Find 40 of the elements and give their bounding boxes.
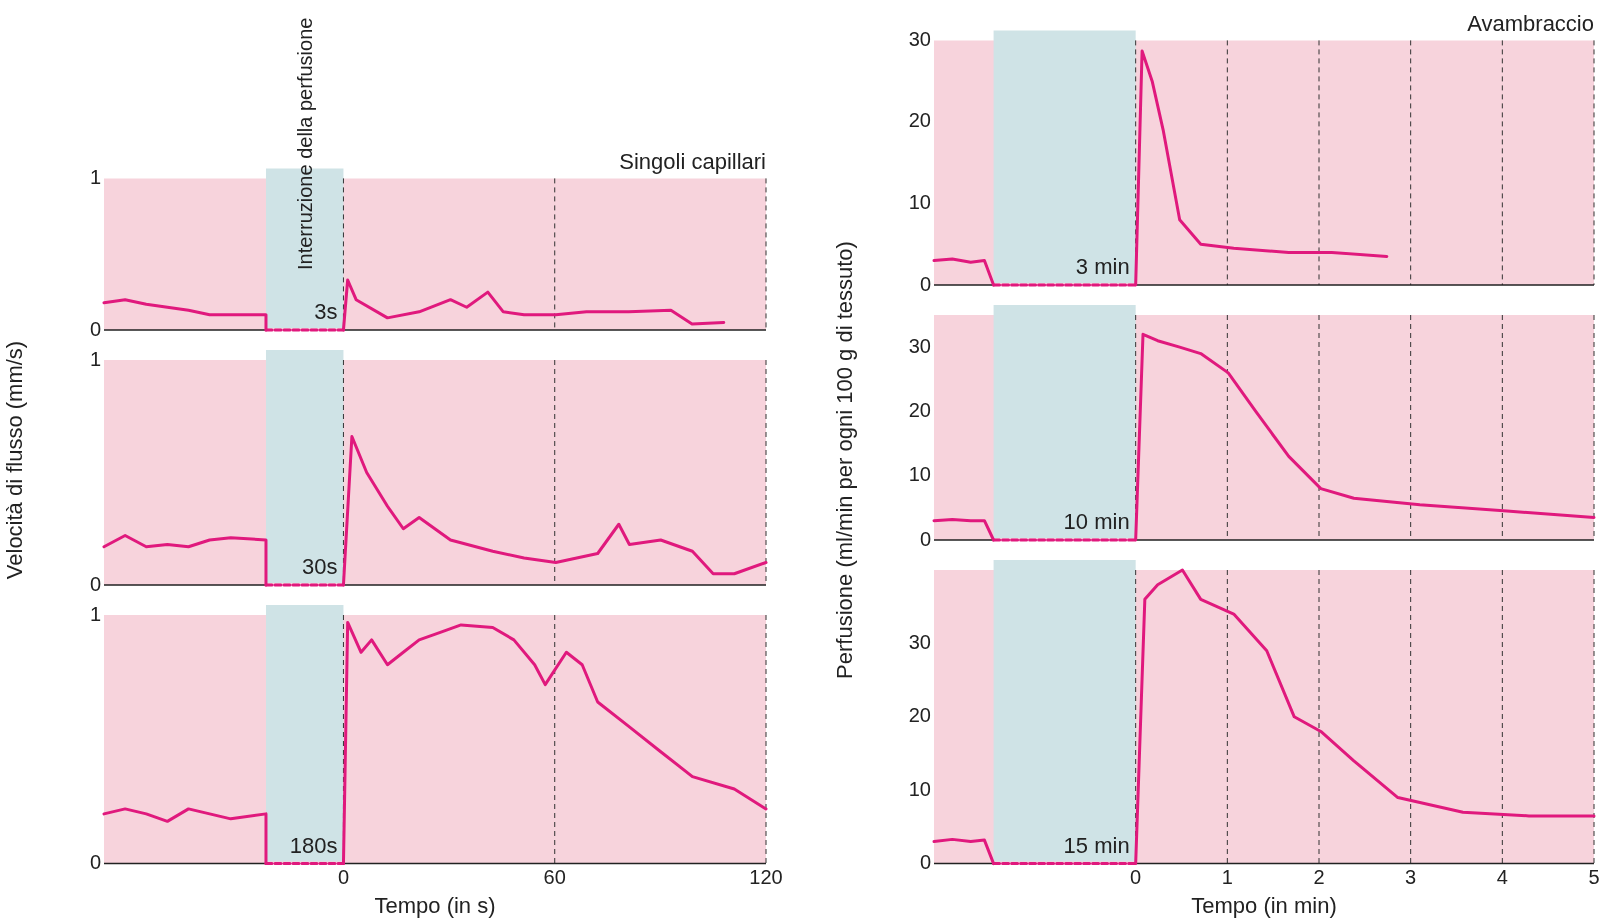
annotation: 30s: [301, 554, 338, 580]
y-tick-label: 1: [89, 347, 101, 370]
y-tick-label: 20: [908, 109, 931, 132]
x-axis-title: Tempo (in min): [1191, 892, 1337, 918]
y-tick-label: 10: [908, 777, 931, 800]
x-tick-label: 0: [1130, 866, 1142, 889]
y-tick-label: 1: [89, 602, 101, 625]
y-tick-label: 20: [908, 704, 931, 727]
x-tick-label: 3: [1405, 866, 1417, 889]
y-tick-label: 0: [919, 527, 931, 550]
annotation: 10 min: [1063, 509, 1130, 535]
y-tick-label: 10: [908, 463, 931, 486]
y-tick-label: 0: [89, 317, 101, 340]
x-tick-label: 5: [1588, 866, 1600, 889]
y-axis-title: Velocità di flusso (mm/s): [2, 340, 28, 580]
y-tick-label: 0: [919, 272, 931, 295]
chart-title: Avambraccio: [1467, 11, 1594, 37]
x-tick-label: 60: [543, 866, 566, 889]
y-tick-label: 30: [908, 27, 931, 50]
annotation: 15 min: [1063, 832, 1130, 858]
annotation: 3 min: [1075, 254, 1130, 280]
annotation: 3s: [314, 299, 338, 325]
y-tick-label: 0: [89, 572, 101, 595]
x-tick-label: 120: [749, 866, 783, 889]
x-axis-title: Tempo (in s): [374, 892, 496, 918]
band-label: Interruzione della perfusione: [293, 17, 316, 270]
x-tick-label: 2: [1313, 866, 1325, 889]
annotation: 180s: [289, 832, 338, 858]
y-tick-label: 0: [919, 851, 931, 874]
y-tick-label: 30: [908, 334, 931, 357]
chart-title: Singoli capillari: [619, 149, 766, 175]
y-tick-label: 30: [908, 630, 931, 653]
x-tick-label: 1: [1221, 866, 1233, 889]
y-tick-label: 1: [89, 165, 101, 188]
y-tick-label: 0: [89, 851, 101, 874]
y-tick-label: 20: [908, 398, 931, 421]
x-tick-label: 0: [337, 866, 350, 889]
x-tick-label: 4: [1496, 866, 1508, 889]
y-tick-label: 10: [908, 190, 931, 213]
y-axis-title: Perfusione (ml/min per ogni 100 g di tessuto): [832, 241, 858, 679]
